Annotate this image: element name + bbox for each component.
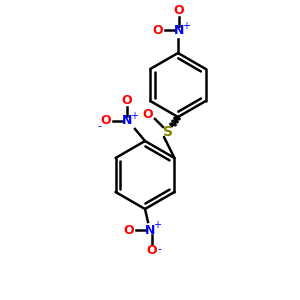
Text: O: O [174, 4, 184, 17]
Text: N: N [145, 224, 155, 236]
Text: S: S [163, 125, 173, 139]
Text: O: O [122, 94, 132, 107]
Text: O: O [143, 107, 153, 121]
Text: N: N [174, 25, 184, 38]
Text: +: + [130, 111, 138, 121]
Text: O: O [147, 244, 157, 257]
Text: O: O [101, 115, 111, 128]
Text: +: + [182, 21, 190, 31]
Text: -: - [157, 244, 161, 254]
Text: O: O [124, 224, 134, 236]
Text: -: - [97, 121, 101, 131]
Text: +: + [153, 220, 161, 230]
Text: O: O [153, 23, 163, 37]
Text: N: N [122, 115, 132, 128]
